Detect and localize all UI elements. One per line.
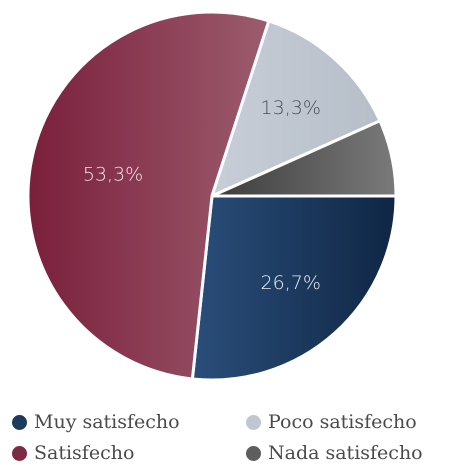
legend-item-muy-satisfecho: Muy satisfecho [12,410,180,434]
legend-label: Satisfecho [34,442,135,464]
legend-item-nada-satisfecho: Nada satisfecho [246,441,423,465]
legend-label: Poco satisfecho [268,411,417,433]
legend-swatch-satisfecho [12,445,27,461]
legend-swatch-muy-satisfecho [12,414,27,430]
slice-label-poco-satisfecho: 13,3% [261,97,321,119]
pie-slice-muy-satisfecho [190,194,398,382]
legend-label: Nada satisfecho [268,442,423,464]
legend-swatch-nada-satisfecho [246,445,261,461]
legend-item-poco-satisfecho: Poco satisfecho [246,410,417,434]
legend-swatch-poco-satisfecho [246,414,261,430]
legend-item-satisfecho: Satisfecho [12,441,134,465]
slice-label-muy-satisfecho: 26,7% [261,272,321,294]
legend-label: Muy satisfecho [34,411,180,433]
slice-label-satisfecho: 53,3% [83,163,143,185]
pie-slice-satisfecho [26,10,271,381]
pie-slice-poco-satisfecho [210,19,382,198]
pie-slice-nada-satisfecho [210,119,398,198]
legend: Muy satisfecho Poco satisfecho Satisfech… [0,410,451,464]
